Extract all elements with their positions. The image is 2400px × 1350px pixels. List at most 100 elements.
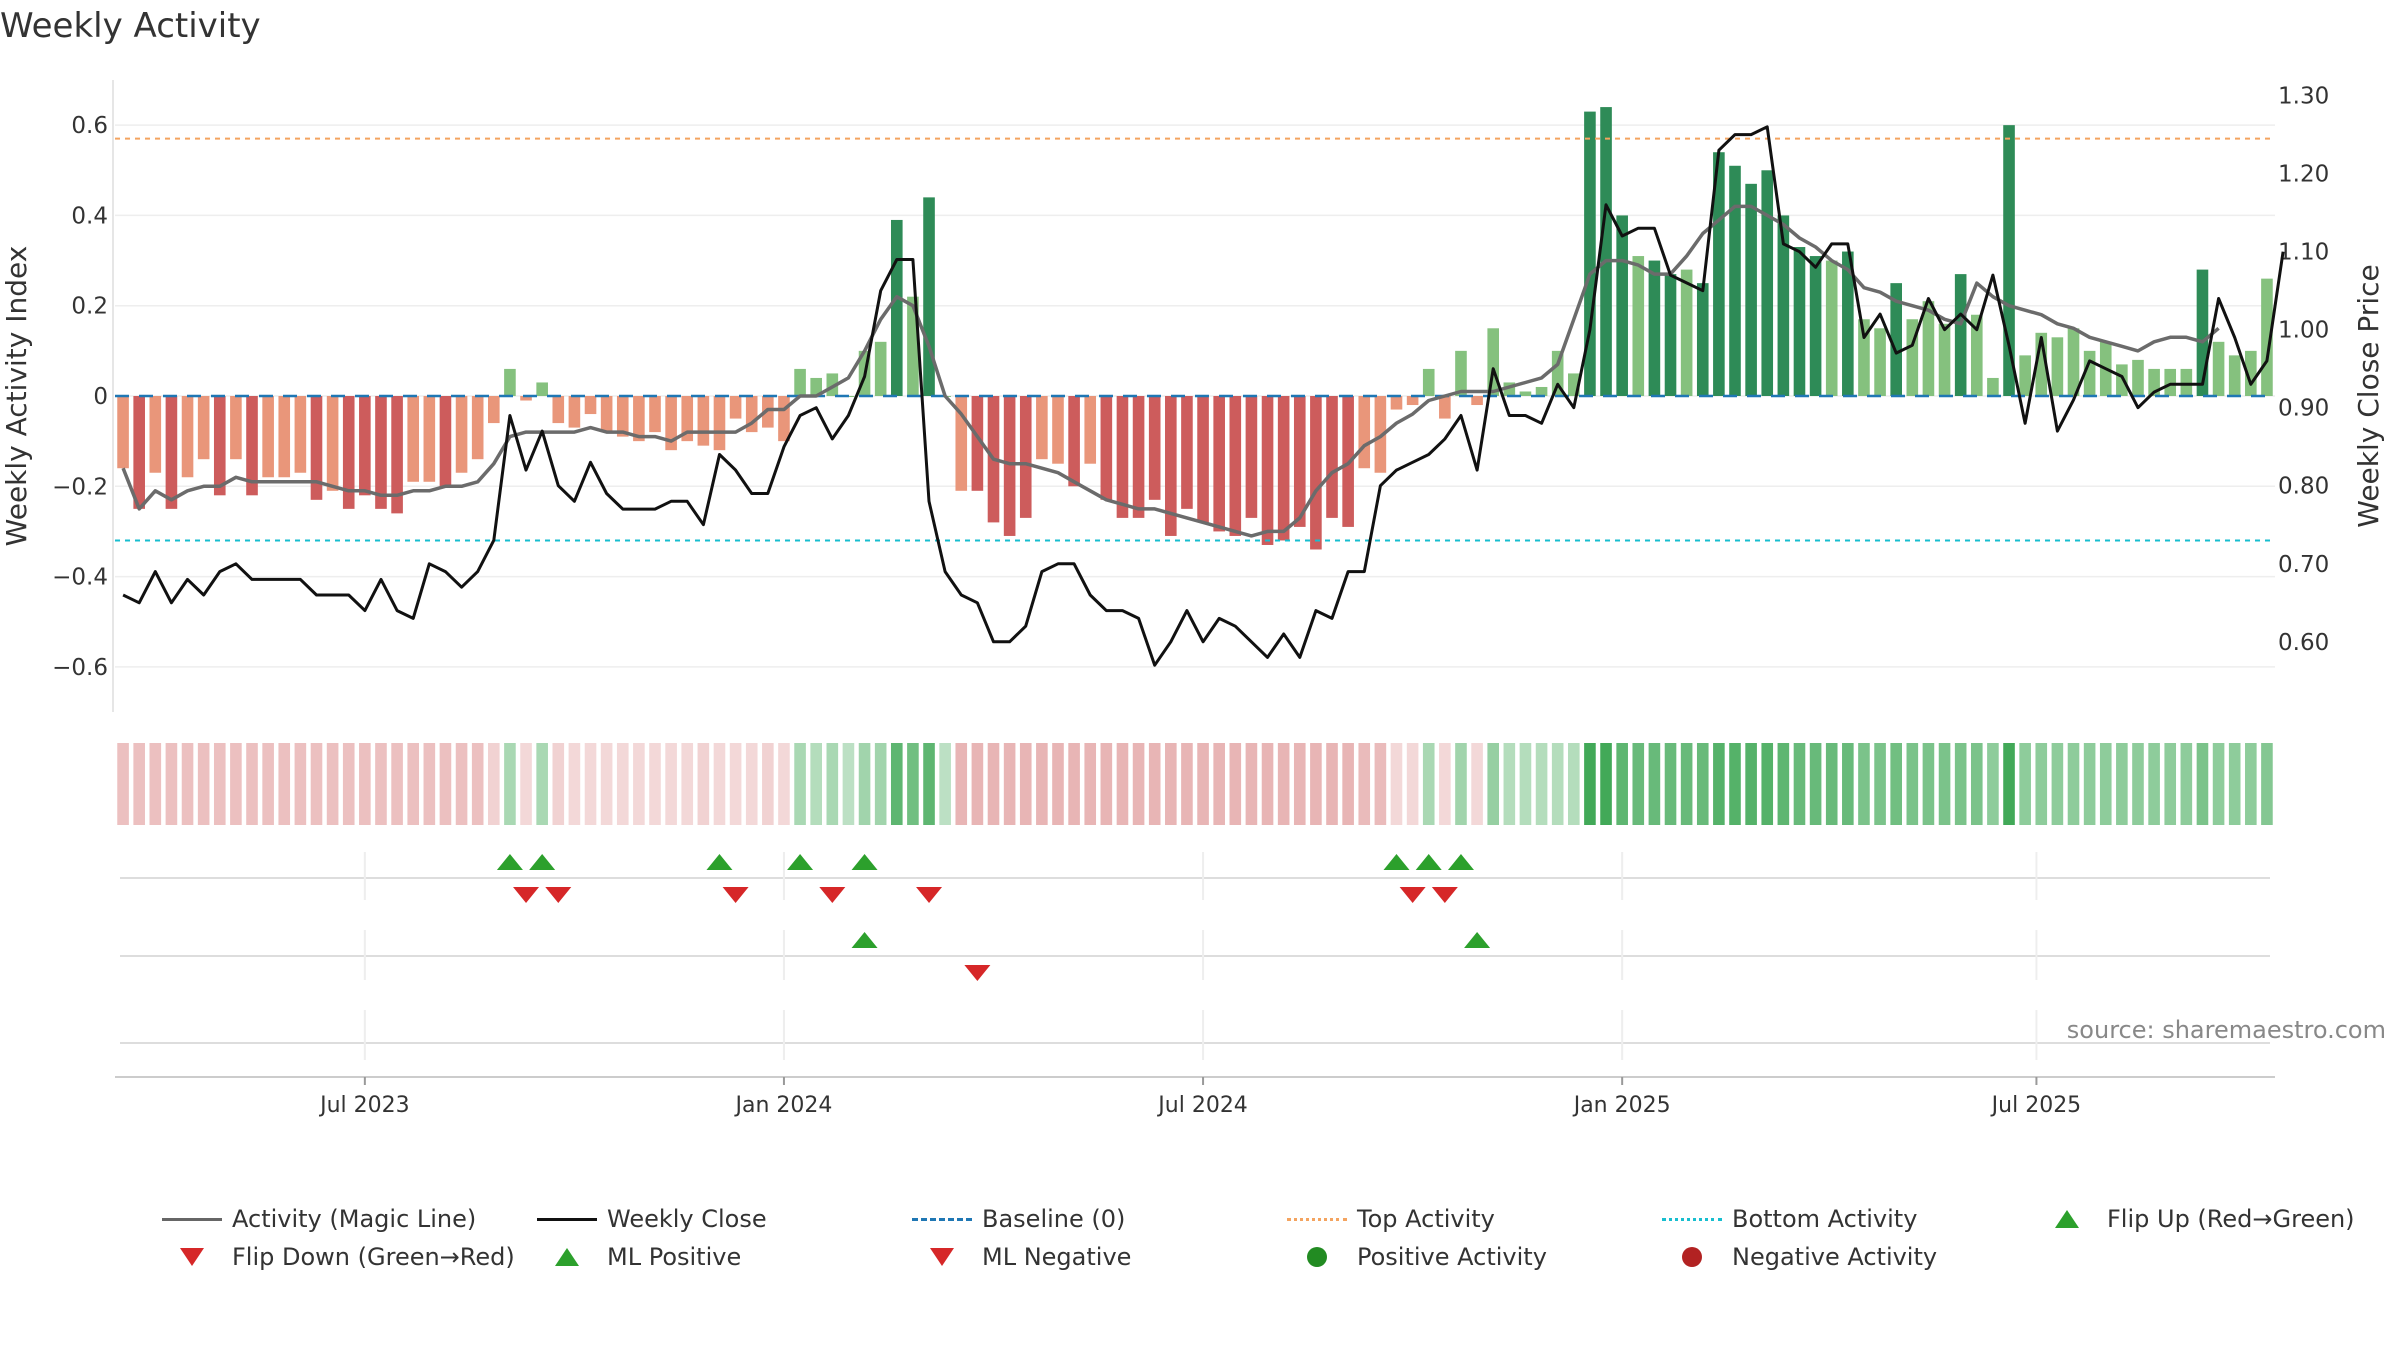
activity-strip-cell — [439, 743, 452, 825]
activity-bar — [117, 396, 129, 469]
activity-bar — [729, 396, 742, 419]
activity-bar — [1471, 396, 1483, 406]
activity-bar — [1293, 396, 1306, 527]
activity-bar — [520, 396, 532, 401]
y-tick-label: −0.4 — [52, 565, 108, 591]
y-tick-label: 0 — [93, 384, 108, 410]
activity-strip-cell — [2035, 743, 2048, 825]
activity-strip-cell — [1132, 743, 1145, 825]
activity-bar — [1503, 382, 1516, 396]
activity-bar — [923, 197, 935, 396]
activity-strip-cell — [826, 743, 839, 825]
activity-strip-cell — [181, 743, 194, 825]
activity-bar — [826, 373, 839, 396]
activity-strip-cell — [1310, 743, 1322, 825]
activity-bar — [633, 396, 645, 442]
flip-down-marker — [819, 887, 846, 903]
activity-strip-cell — [2083, 743, 2096, 825]
activity-strip-cell — [1165, 743, 1177, 825]
flip-down-marker — [1399, 887, 1426, 903]
activity-bar — [1535, 386, 1548, 396]
activity-bar — [1390, 396, 1403, 410]
activity-strip-cell — [1664, 743, 1677, 825]
ml-positive-icon — [555, 1248, 579, 1266]
activity-strip-cell — [149, 743, 162, 825]
ml-positive-marker — [1464, 932, 1491, 948]
flip-down-marker — [722, 887, 749, 903]
activity-strip-cell — [1019, 743, 1032, 825]
activity-bar — [133, 396, 145, 509]
activity-bar — [616, 396, 629, 437]
activity-bar — [1197, 396, 1209, 523]
activity-strip-cell — [745, 743, 758, 825]
activity-bar — [278, 396, 291, 478]
activity-strip-cell — [246, 743, 258, 825]
activity-bar — [230, 396, 242, 460]
activity-bar — [1938, 323, 1951, 396]
activity-bar — [391, 396, 403, 514]
activity-strip-cell — [907, 743, 919, 825]
activity-strip-cell — [1148, 743, 1161, 825]
activity-strip-cell — [1938, 743, 1951, 825]
activity-strip-cell — [1970, 743, 1983, 825]
activity-bar — [2228, 355, 2241, 396]
activity-bar — [810, 377, 822, 396]
activity-strip-cell — [213, 743, 226, 825]
activity-strip-cell — [1277, 743, 1290, 825]
activity-bar — [1987, 377, 1999, 396]
activity-strip-cell — [1729, 743, 1741, 825]
activity-strip-cell — [2148, 743, 2160, 825]
activity-strip-cell — [1535, 743, 1548, 825]
activity-bar — [2019, 355, 2031, 396]
activity-strip-cell — [294, 743, 307, 825]
activity-bar — [1148, 396, 1161, 500]
activity-bar — [1648, 260, 1661, 396]
activity-strip-cell — [1036, 743, 1048, 825]
legend-flip-up-label: Flip Up (Red→Green) — [2107, 1205, 2355, 1233]
y-tick-label: −0.6 — [52, 655, 108, 681]
activity-strip-cell — [1551, 743, 1564, 825]
activity-strip-cell — [1906, 743, 1919, 825]
activity-strip-cell — [1648, 743, 1661, 825]
activity-strip-cell — [762, 743, 774, 825]
legend-positive-activity: Positive Activity — [1285, 1243, 1547, 1271]
activity-strip-cell — [262, 743, 274, 825]
flip-up-marker — [706, 854, 733, 870]
activity-bar — [1842, 251, 1854, 396]
activity-bar — [197, 396, 210, 460]
magic-line — [121, 204, 2220, 538]
activity-bar — [2180, 368, 2193, 396]
activity-strip-cell — [2261, 743, 2273, 825]
activity-bar — [874, 341, 887, 396]
activity-bar — [262, 396, 274, 478]
activity-bar — [2067, 328, 2080, 396]
legend-close-label: Weekly Close — [607, 1205, 767, 1233]
activity-strip-cell — [729, 743, 742, 825]
activity-bar — [2051, 337, 2064, 396]
activity-bar — [971, 396, 984, 491]
x-tick-label: Jul 2023 — [318, 1093, 410, 1118]
activity-strip-cell — [1439, 743, 1451, 825]
activity-strip-cell — [359, 743, 371, 825]
legend-bottom-activity: Bottom Activity — [1660, 1205, 1917, 1233]
activity-bar — [1052, 396, 1064, 464]
activity-strip-cell — [1342, 743, 1354, 825]
activity-bar — [504, 368, 516, 396]
legend-top-activity: Top Activity — [1285, 1205, 1495, 1233]
activity-bar — [907, 296, 919, 396]
activity-bar — [762, 396, 774, 428]
activity-strip-cell — [2051, 743, 2064, 825]
activity-strip-cell — [1052, 743, 1064, 825]
activity-strip-cell — [1487, 743, 1500, 825]
legend-weekly-close: Weekly Close — [535, 1205, 767, 1233]
activity-strip-cell — [1261, 743, 1274, 825]
activity-strip-cell — [1696, 743, 1709, 825]
activity-strip-cell — [681, 743, 694, 825]
activity-bar — [1132, 396, 1145, 518]
activity-strip-cell — [1503, 743, 1516, 825]
activity-bar — [455, 396, 468, 473]
flip-up-marker — [1415, 854, 1442, 870]
activity-strip-cell — [713, 743, 726, 825]
y-axis-title: Weekly Activity Index — [0, 246, 33, 547]
